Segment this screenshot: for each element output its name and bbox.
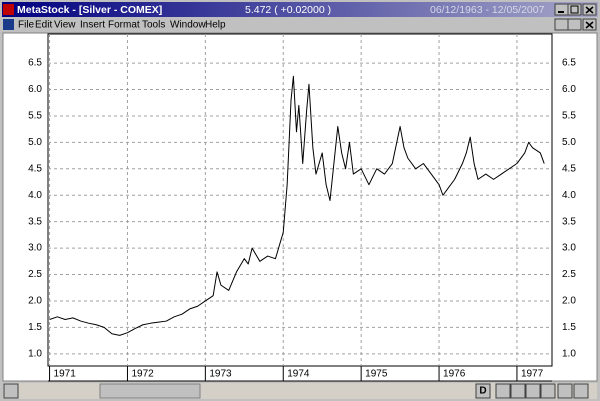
- y2-tick-label: 1.5: [562, 322, 576, 333]
- menu-item[interactable]: Window: [170, 20, 206, 31]
- menu-item[interactable]: Help: [205, 20, 226, 31]
- y2-tick-label: 3.5: [562, 216, 576, 227]
- y2-tick-label: 2.0: [562, 296, 576, 307]
- doc-buttons[interactable]: [554, 18, 597, 31]
- zoom-label: D: [479, 386, 486, 397]
- y-tick-label: 2.5: [28, 269, 42, 280]
- y-tick-label: 2.0: [28, 296, 42, 307]
- zoom-in[interactable]: [495, 383, 511, 399]
- scroll-back[interactable]: [557, 383, 573, 399]
- y2-tick-label: 6.0: [562, 84, 576, 95]
- zoom-button[interactable]: [475, 383, 491, 399]
- x-tick-label: 1977: [521, 369, 544, 380]
- y-tick-label: 5.0: [28, 137, 42, 148]
- scroll-thumb[interactable]: [99, 383, 201, 399]
- x-tick-label: 1976: [443, 369, 466, 380]
- plot-area: [47, 33, 553, 367]
- y-tick-label: 1.0: [28, 348, 42, 359]
- y2-tick-label: 2.5: [562, 269, 576, 280]
- scroll-right[interactable]: [573, 383, 589, 399]
- menu-item[interactable]: Edit: [35, 20, 52, 31]
- window-buttons[interactable]: [554, 3, 597, 16]
- maximize-button[interactable]: [567, 3, 582, 16]
- menu-item[interactable]: Format: [108, 20, 140, 31]
- y2-tick-label: 6.5: [562, 58, 576, 69]
- y-tick-label: 4.5: [28, 163, 42, 174]
- y-tick-label: 3.5: [28, 216, 42, 227]
- x-tick-label: 1972: [131, 369, 154, 380]
- y-tick-label: 1.5: [28, 322, 42, 333]
- y2-tick-label: 3.0: [562, 243, 576, 254]
- y-tick-label: 6.0: [28, 84, 42, 95]
- price: 5.472 ( +0.02000 ): [245, 4, 331, 16]
- x-tick-label: 1975: [365, 369, 388, 380]
- glyph: [570, 5, 579, 14]
- zoom-fit[interactable]: [540, 383, 556, 399]
- zoom-out[interactable]: [510, 383, 526, 399]
- menu-item[interactable]: Tools: [142, 20, 165, 31]
- plot: 1.0 1.0 1.5 1.5 2.0 2.0 2.5 2.5 3.0 3.0 3.5 3.5 4.0 4…: [28, 34, 576, 382]
- y-tick-label: 5.5: [28, 111, 42, 122]
- minimize-button[interactable]: [554, 3, 569, 16]
- price-line: [49, 75, 545, 336]
- y2-tick-label: 4.0: [562, 190, 576, 201]
- glyph: [585, 6, 594, 14]
- y2-tick-label: 4.5: [562, 163, 576, 174]
- zoom-reset[interactable]: [525, 383, 541, 399]
- menu-bar: File Edit View Insert Format Tools Window Help: [3, 19, 226, 31]
- y2-tick-label: 5.0: [562, 137, 576, 148]
- y-tick-label: 4.0: [28, 190, 42, 201]
- doc-icon[interactable]: [3, 19, 14, 30]
- app-icon: [3, 4, 14, 15]
- title-bar: [2, 2, 598, 17]
- doc-minimize[interactable]: [554, 18, 569, 31]
- x-tick-label: 1971: [54, 369, 77, 380]
- y-tick-label: 6.5: [28, 58, 42, 69]
- menu-item[interactable]: File: [18, 20, 35, 31]
- date-range: 06/12/1963 - 12/05/2007: [430, 4, 545, 16]
- y2-tick-label: 5.5: [562, 111, 576, 122]
- doc-restore[interactable]: [567, 18, 582, 31]
- glyph: [585, 21, 594, 29]
- menu-item[interactable]: View: [54, 20, 76, 31]
- y-tick-label: 3.0: [28, 243, 42, 254]
- x-tick-label: 1973: [209, 369, 232, 380]
- window-title: MetaStock - [Silver - COMEX]: [17, 4, 162, 16]
- y2-tick-label: 1.0: [562, 348, 576, 359]
- menu-item[interactable]: Insert: [80, 20, 105, 31]
- x-tick-label: 1974: [287, 369, 310, 380]
- scroll-left[interactable]: [3, 383, 19, 399]
